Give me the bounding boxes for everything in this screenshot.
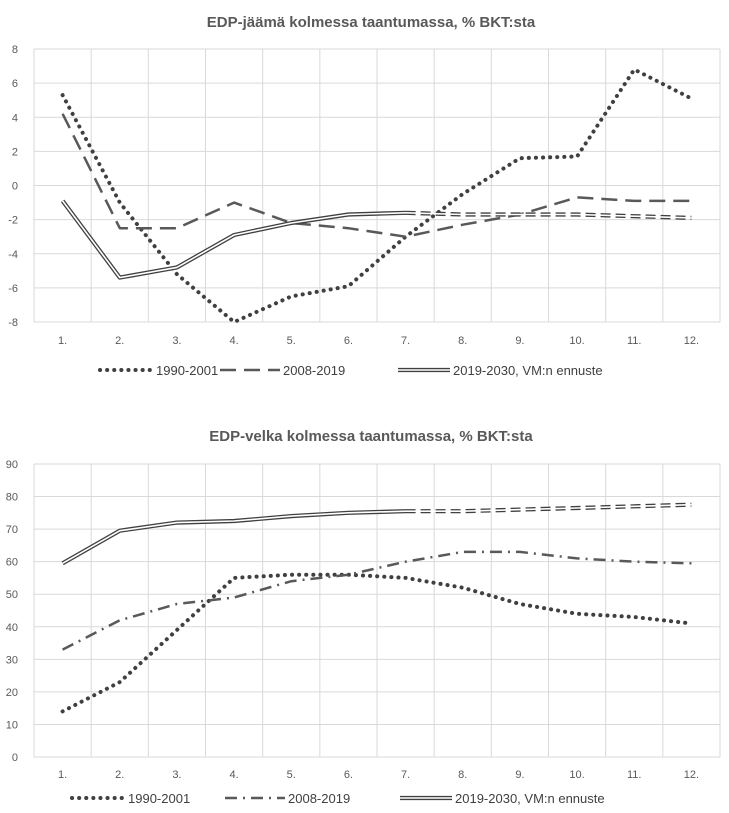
chart-title: EDP-jäämä kolmessa taantumassa, % BKT:st… <box>207 14 536 31</box>
series-line-3-actual-outer <box>60 199 406 280</box>
x-tick-label: 3. <box>172 769 181 781</box>
legend-item: 2008-2019 <box>220 363 345 378</box>
x-tick-label: 10. <box>569 769 584 781</box>
y-tick-label: 90 <box>6 459 18 471</box>
legend-item: 2008-2019 <box>225 791 350 806</box>
x-tick-label: 4. <box>229 769 238 781</box>
y-tick-label: 6 <box>12 78 18 90</box>
legend-label: 1990-2001 <box>156 363 218 378</box>
series-line-3-actual-outer <box>61 509 406 566</box>
y-tick-label: 0 <box>12 752 18 764</box>
series-line-3-forecast-inner <box>405 503 692 512</box>
legend-item: 2019-2030, VM:n ennuste <box>400 791 605 806</box>
series-line-3-actual-inner <box>62 510 406 564</box>
x-tick-label: 6. <box>344 769 353 781</box>
legend-item: 1990-2001 <box>98 363 218 378</box>
y-tick-label: 40 <box>6 622 18 634</box>
x-tick-label: 7. <box>401 769 410 781</box>
y-tick-label: 60 <box>6 557 18 569</box>
x-tick-label: 12. <box>684 335 699 347</box>
chart-title: EDP-velka kolmessa taantumassa, % BKT:st… <box>209 428 533 445</box>
y-tick-label: 70 <box>6 524 18 536</box>
y-tick-label: 2 <box>12 146 18 158</box>
legend-label: 2019-2030, VM:n ennuste <box>453 363 603 378</box>
y-tick-label: -4 <box>8 249 18 261</box>
y-tick-label: -8 <box>8 317 18 329</box>
series-line-3-actual-inner <box>61 200 406 279</box>
y-tick-label: 20 <box>6 687 18 699</box>
x-tick-label: 10. <box>569 335 584 347</box>
x-tick-label: 3. <box>172 335 181 347</box>
y-tick-label: 10 <box>6 719 18 731</box>
x-tick-label: 8. <box>458 335 467 347</box>
series-line-1 <box>60 67 694 324</box>
series-line-1 <box>60 572 694 714</box>
legend-label: 2008-2019 <box>288 791 350 806</box>
y-tick-label: 80 <box>6 492 18 504</box>
x-tick-label: 1. <box>58 335 67 347</box>
y-tick-label: 30 <box>6 654 18 666</box>
x-tick-label: 2. <box>115 769 124 781</box>
series-line-2 <box>62 550 692 651</box>
x-tick-label: 2. <box>115 335 124 347</box>
y-tick-label: 8 <box>12 44 18 56</box>
chart-1: EDP-jäämä kolmessa taantumassa, % BKT:st… <box>8 14 721 378</box>
x-tick-label: 11. <box>627 335 641 347</box>
x-tick-label: 8. <box>458 769 467 781</box>
x-tick-label: 12. <box>684 769 699 781</box>
legend-item: 2019-2030, VM:n ennuste <box>398 363 603 378</box>
x-tick-label: 9. <box>515 769 524 781</box>
y-tick-label: -2 <box>8 215 18 227</box>
x-tick-label: 11. <box>627 769 641 781</box>
x-tick-label: 9. <box>515 335 524 347</box>
x-tick-label: 6. <box>344 335 353 347</box>
y-tick-label: -6 <box>8 283 18 295</box>
x-tick-label: 1. <box>58 769 67 781</box>
series-line-2 <box>61 113 692 238</box>
y-tick-label: 4 <box>12 112 18 124</box>
legend-label: 2019-2030, VM:n ennuste <box>455 791 605 806</box>
x-tick-label: 7. <box>401 335 410 347</box>
legend-label: 1990-2001 <box>128 791 190 806</box>
series-line-3-forecast-inner <box>405 212 692 219</box>
legend-label: 2008-2019 <box>283 363 345 378</box>
chart-2: EDP-velka kolmessa taantumassa, % BKT:st… <box>6 428 721 806</box>
y-tick-label: 50 <box>6 589 18 601</box>
x-tick-label: 5. <box>287 335 296 347</box>
y-tick-label: 0 <box>12 181 18 193</box>
legend-item: 1990-2001 <box>70 791 190 806</box>
x-tick-label: 4. <box>229 335 238 347</box>
x-tick-label: 5. <box>287 769 296 781</box>
